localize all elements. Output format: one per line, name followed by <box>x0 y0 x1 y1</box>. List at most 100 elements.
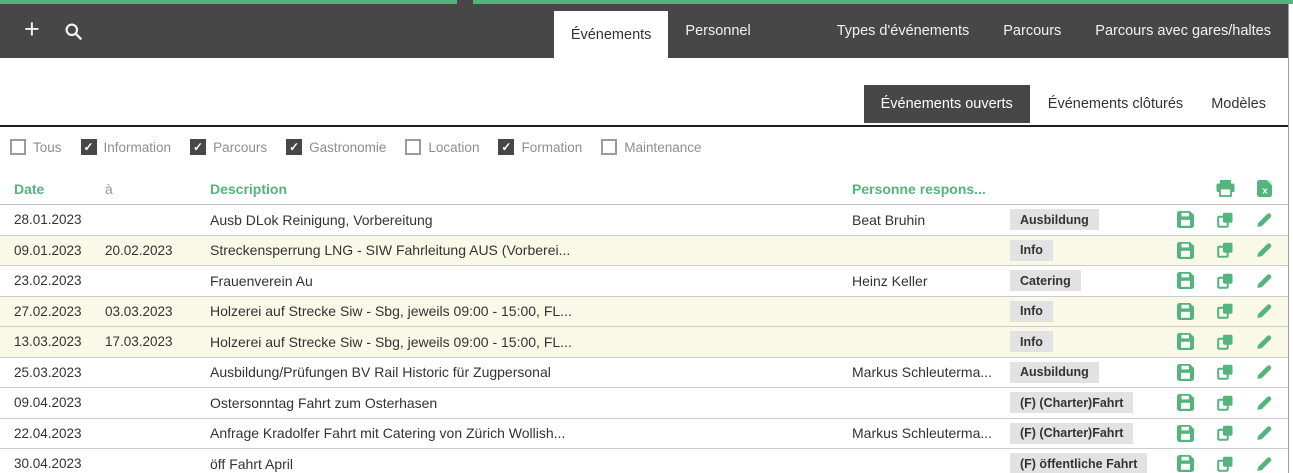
check-icon: ✓ <box>289 140 300 154</box>
export-excel-button[interactable]: x <box>1256 180 1272 197</box>
check-icon: ✓ <box>83 140 94 154</box>
pencil-icon <box>1255 394 1273 412</box>
duplicate-button[interactable] <box>1216 241 1234 259</box>
column-header-description[interactable]: Description <box>210 180 288 197</box>
main-tabs: Événements Personnel Types d'événements Par… <box>553 4 1288 58</box>
event-start-date: 30.04.2023 <box>14 456 82 472</box>
duplicate-button[interactable] <box>1216 211 1234 229</box>
save-button[interactable] <box>1176 302 1194 320</box>
search-button[interactable] <box>64 22 83 41</box>
event-end-date: 03.03.2023 <box>105 303 173 319</box>
nav-tab-parcours[interactable]: Parcours <box>1003 23 1062 39</box>
duplicate-button[interactable] <box>1216 333 1234 351</box>
filter-label: Formation <box>521 139 583 155</box>
save-button[interactable] <box>1176 333 1194 351</box>
event-description: Streckensperrung LNG - SIW Fahrleitung A… <box>210 242 571 259</box>
filter-tous[interactable]: Tous <box>10 139 62 155</box>
event-description: Anfrage Kradolfer Fahrt mit Catering von… <box>210 425 566 442</box>
event-person: Markus Schleuterma... <box>852 425 993 442</box>
event-type-badge: (F) (Charter)Fahrt <box>1010 392 1134 414</box>
subtab-evenements-clotures[interactable]: Événements clôturés <box>1047 96 1184 112</box>
save-button[interactable] <box>1176 211 1194 229</box>
plus-icon: + <box>24 14 40 44</box>
edit-button[interactable] <box>1255 272 1273 290</box>
checkbox-parcours: ✓ <box>190 139 207 155</box>
filter-formation[interactable]: ✓ Formation <box>498 139 582 155</box>
navbar-actions: + <box>24 4 83 58</box>
event-person: Markus Schleuterma... <box>852 364 993 381</box>
add-button[interactable]: + <box>24 16 40 46</box>
floppy-disk-icon <box>1176 272 1194 290</box>
table-row: 27.02.2023 03.03.2023 Holzerei auf Strec… <box>0 296 1288 327</box>
search-icon <box>64 22 83 41</box>
duplicate-button[interactable] <box>1216 424 1234 442</box>
copy-icon <box>1216 455 1234 473</box>
column-header-date[interactable]: Date <box>14 180 45 197</box>
filter-gastronomie[interactable]: ✓ Gastronomie <box>286 139 386 155</box>
edit-button[interactable] <box>1255 363 1273 381</box>
nav-tab-personnel[interactable]: Personnel <box>685 23 751 39</box>
table-row: 30.04.2023 öff Fahrt April (F) öffentlic… <box>0 449 1288 473</box>
nav-tab-evenements[interactable]: Événements <box>553 11 669 58</box>
filter-label: Tous <box>33 139 62 155</box>
edit-button[interactable] <box>1255 302 1273 320</box>
save-button[interactable] <box>1176 455 1194 473</box>
pencil-icon <box>1255 211 1273 229</box>
duplicate-button[interactable] <box>1216 272 1234 290</box>
events-table: Date à Description Personne respons... <box>0 173 1288 473</box>
checkbox-gastronomie: ✓ <box>286 139 303 155</box>
event-description: Holzerei auf Strecke Siw - Sbg, jeweils … <box>210 333 572 350</box>
edit-button[interactable] <box>1255 241 1273 259</box>
edit-button[interactable] <box>1255 455 1273 473</box>
pencil-icon <box>1255 302 1273 320</box>
table-row: 28.01.2023 Ausb DLok Reinigung, Vorberei… <box>0 205 1288 236</box>
copy-icon <box>1216 302 1234 320</box>
nav-tab-parcours-avec-gares-haltes[interactable]: Parcours avec gares/haltes <box>1095 23 1271 39</box>
filter-parcours[interactable]: ✓ Parcours <box>190 139 267 155</box>
excel-file-icon: x <box>1256 180 1272 197</box>
event-end-date: 17.03.2023 <box>105 334 173 350</box>
column-header-person[interactable]: Personne respons... <box>852 180 986 197</box>
pencil-icon <box>1255 363 1273 381</box>
event-start-date: 25.03.2023 <box>14 364 82 380</box>
duplicate-button[interactable] <box>1216 302 1234 320</box>
scrollbar-track[interactable] <box>1288 4 1293 473</box>
save-button[interactable] <box>1176 363 1194 381</box>
printer-icon <box>1216 180 1235 197</box>
event-start-date: 22.04.2023 <box>14 425 82 441</box>
column-header-to[interactable]: à <box>105 180 113 197</box>
save-button[interactable] <box>1176 424 1194 442</box>
event-person: Heinz Keller <box>852 272 928 289</box>
copy-icon <box>1216 211 1234 229</box>
event-type-badge: Info <box>1010 239 1053 261</box>
edit-button[interactable] <box>1255 424 1273 442</box>
duplicate-button[interactable] <box>1216 455 1234 473</box>
print-button[interactable] <box>1216 180 1235 197</box>
filter-label: Gastronomie <box>309 139 387 155</box>
edit-button[interactable] <box>1255 211 1273 229</box>
pencil-icon <box>1255 333 1273 351</box>
save-button[interactable] <box>1176 241 1194 259</box>
event-end-date: 20.02.2023 <box>105 242 173 258</box>
event-type-badge: Ausbildung <box>1010 361 1099 383</box>
event-start-date: 09.01.2023 <box>14 242 82 258</box>
filter-maintenance[interactable]: Maintenance <box>601 139 702 155</box>
event-type-badge: Info <box>1010 300 1053 322</box>
duplicate-button[interactable] <box>1216 363 1234 381</box>
subtab-evenements-ouverts[interactable]: Événements ouverts <box>863 85 1030 123</box>
edit-button[interactable] <box>1255 394 1273 412</box>
table-row: 13.03.2023 17.03.2023 Holzerei auf Strec… <box>0 327 1288 358</box>
edit-button[interactable] <box>1255 333 1273 351</box>
event-start-date: 27.02.2023 <box>14 303 82 319</box>
checkbox-maintenance <box>601 139 618 155</box>
checkbox-tous <box>10 139 26 155</box>
save-button[interactable] <box>1176 394 1194 412</box>
filter-location[interactable]: Location <box>405 139 479 155</box>
floppy-disk-icon <box>1176 394 1194 412</box>
copy-icon <box>1216 424 1234 442</box>
save-button[interactable] <box>1176 272 1194 290</box>
nav-tab-types-d-evenements[interactable]: Types d'événements <box>836 23 970 39</box>
filter-information[interactable]: ✓ Information <box>80 139 171 155</box>
subtab-modeles[interactable]: Modèles <box>1211 96 1266 112</box>
duplicate-button[interactable] <box>1216 394 1234 412</box>
